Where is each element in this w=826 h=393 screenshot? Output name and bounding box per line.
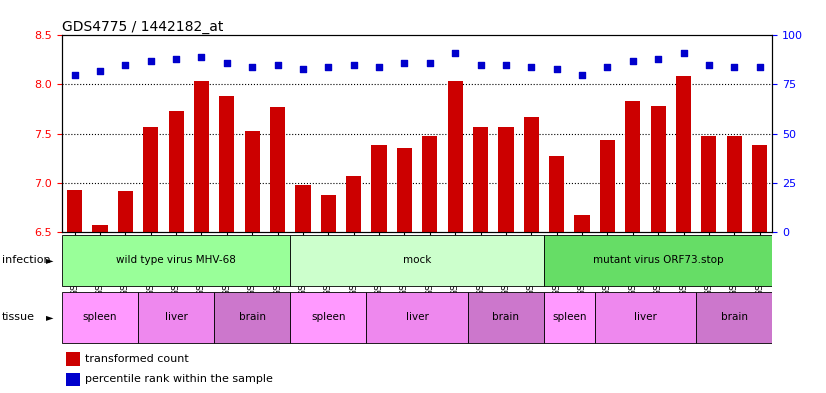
Bar bbox=[600, 141, 615, 232]
Text: GDS4775 / 1442182_at: GDS4775 / 1442182_at bbox=[62, 20, 223, 34]
Point bbox=[728, 64, 741, 70]
Bar bbox=[65, 373, 79, 386]
Point bbox=[423, 60, 436, 66]
Point bbox=[576, 72, 589, 78]
Bar bbox=[625, 101, 640, 232]
Bar bbox=[169, 111, 183, 232]
Point bbox=[347, 62, 360, 68]
Point bbox=[499, 62, 512, 68]
Bar bbox=[118, 191, 133, 232]
Point bbox=[245, 64, 259, 70]
Bar bbox=[138, 292, 214, 343]
Bar bbox=[67, 190, 83, 232]
Bar bbox=[270, 107, 285, 232]
Text: percentile rank within the sample: percentile rank within the sample bbox=[85, 374, 273, 384]
Bar bbox=[62, 292, 138, 343]
Text: brain: brain bbox=[239, 312, 266, 322]
Point bbox=[271, 62, 284, 68]
Bar bbox=[422, 136, 438, 232]
Bar bbox=[143, 127, 159, 232]
Point bbox=[398, 60, 411, 66]
Bar bbox=[62, 235, 290, 286]
Point bbox=[652, 56, 665, 62]
Text: mutant virus ORF73.stop: mutant virus ORF73.stop bbox=[593, 255, 724, 265]
Text: ►: ► bbox=[46, 255, 54, 265]
Point bbox=[169, 56, 183, 62]
Text: liver: liver bbox=[634, 312, 657, 322]
Bar bbox=[498, 127, 514, 232]
Text: tissue: tissue bbox=[2, 312, 35, 322]
Bar bbox=[651, 106, 666, 232]
Point bbox=[449, 50, 462, 56]
Text: ►: ► bbox=[46, 312, 54, 322]
Bar bbox=[194, 81, 209, 232]
Text: liver: liver bbox=[164, 312, 188, 322]
Point bbox=[221, 60, 234, 66]
Bar bbox=[214, 292, 290, 343]
Point bbox=[195, 54, 208, 60]
Text: liver: liver bbox=[406, 312, 429, 322]
Bar bbox=[473, 127, 488, 232]
Point bbox=[474, 62, 487, 68]
Text: mock: mock bbox=[403, 255, 431, 265]
Bar bbox=[65, 353, 79, 365]
Text: spleen: spleen bbox=[552, 312, 586, 322]
Bar bbox=[448, 81, 463, 232]
Point bbox=[601, 64, 614, 70]
Point bbox=[144, 58, 157, 64]
Point bbox=[753, 64, 767, 70]
Text: spleen: spleen bbox=[83, 312, 117, 322]
Bar bbox=[544, 235, 772, 286]
Point bbox=[676, 50, 690, 56]
Bar bbox=[219, 96, 235, 232]
Bar bbox=[574, 215, 590, 232]
Bar bbox=[544, 292, 595, 343]
Point bbox=[93, 68, 107, 74]
Bar bbox=[372, 145, 387, 232]
Bar bbox=[346, 176, 361, 232]
Text: transformed count: transformed count bbox=[85, 354, 188, 364]
Bar bbox=[396, 149, 412, 232]
Text: infection: infection bbox=[2, 255, 50, 265]
Point bbox=[68, 72, 81, 78]
Bar bbox=[696, 292, 772, 343]
Point bbox=[550, 66, 563, 72]
Point bbox=[626, 58, 639, 64]
Bar bbox=[524, 117, 539, 232]
Bar bbox=[244, 130, 260, 232]
Bar bbox=[93, 225, 107, 232]
Bar bbox=[296, 185, 311, 232]
Text: brain: brain bbox=[492, 312, 520, 322]
Bar bbox=[290, 292, 367, 343]
Bar bbox=[549, 156, 564, 232]
Bar bbox=[320, 195, 336, 232]
Text: brain: brain bbox=[721, 312, 748, 322]
Bar bbox=[727, 136, 742, 232]
Bar bbox=[468, 292, 544, 343]
Bar bbox=[701, 136, 716, 232]
Point bbox=[119, 62, 132, 68]
Bar bbox=[676, 75, 691, 232]
Text: wild type virus MHV-68: wild type virus MHV-68 bbox=[116, 255, 236, 265]
Bar bbox=[595, 292, 696, 343]
Bar bbox=[367, 292, 468, 343]
Text: spleen: spleen bbox=[311, 312, 345, 322]
Point bbox=[702, 62, 715, 68]
Bar bbox=[290, 235, 544, 286]
Bar bbox=[752, 145, 767, 232]
Point bbox=[525, 64, 538, 70]
Point bbox=[322, 64, 335, 70]
Point bbox=[297, 66, 310, 72]
Point bbox=[373, 64, 386, 70]
